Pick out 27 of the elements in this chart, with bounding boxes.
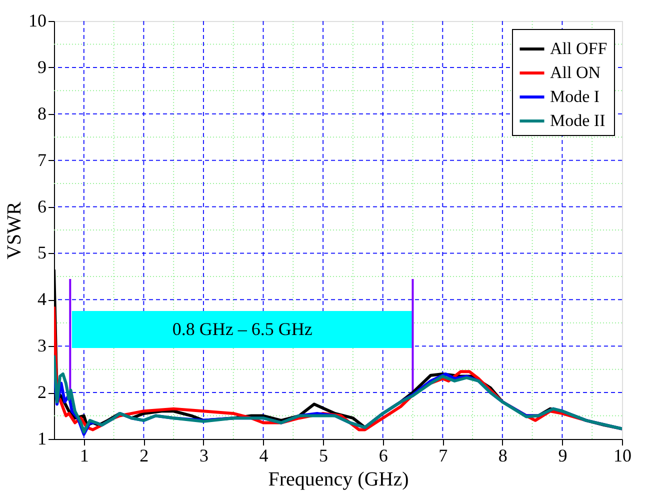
y-axis-title: VSWR: [4, 200, 26, 260]
y-tick-label: 3: [38, 336, 46, 356]
y-tick-label: 8: [38, 103, 46, 124]
y-tick-label: 7: [38, 150, 46, 170]
x-tick-label: 10: [614, 446, 632, 466]
x-tick-label: 7: [438, 446, 448, 466]
x-tick-label: 8: [498, 446, 508, 466]
y-tick-label: 6: [38, 196, 46, 216]
legend-label: Mode II: [550, 111, 606, 130]
x-tick-label: 2: [140, 446, 149, 466]
y-tick-label: 4: [38, 289, 46, 310]
x-tick-label: 9: [558, 446, 568, 466]
y-tick-label: 1: [38, 428, 46, 448]
y-tick-label: 10: [28, 10, 46, 30]
x-axis-title: Frequency (GHz): [268, 468, 409, 490]
x-tick-label: 3: [199, 446, 208, 466]
legend-label: Mode I: [550, 87, 600, 106]
y-tick-label: 9: [38, 56, 46, 77]
band-label: 0.8 GHz – 6.5 GHz: [172, 319, 312, 339]
x-tick-label: 4: [259, 446, 268, 466]
y-tick-label: 5: [38, 242, 46, 263]
y-tick-label: 2: [38, 382, 46, 402]
x-tick-label: 1: [80, 446, 89, 466]
legend-label: All ON: [550, 63, 601, 82]
legend-label: All OFF: [550, 39, 608, 58]
x-tick-label: 5: [319, 446, 328, 466]
x-tick-label: 6: [378, 446, 388, 466]
